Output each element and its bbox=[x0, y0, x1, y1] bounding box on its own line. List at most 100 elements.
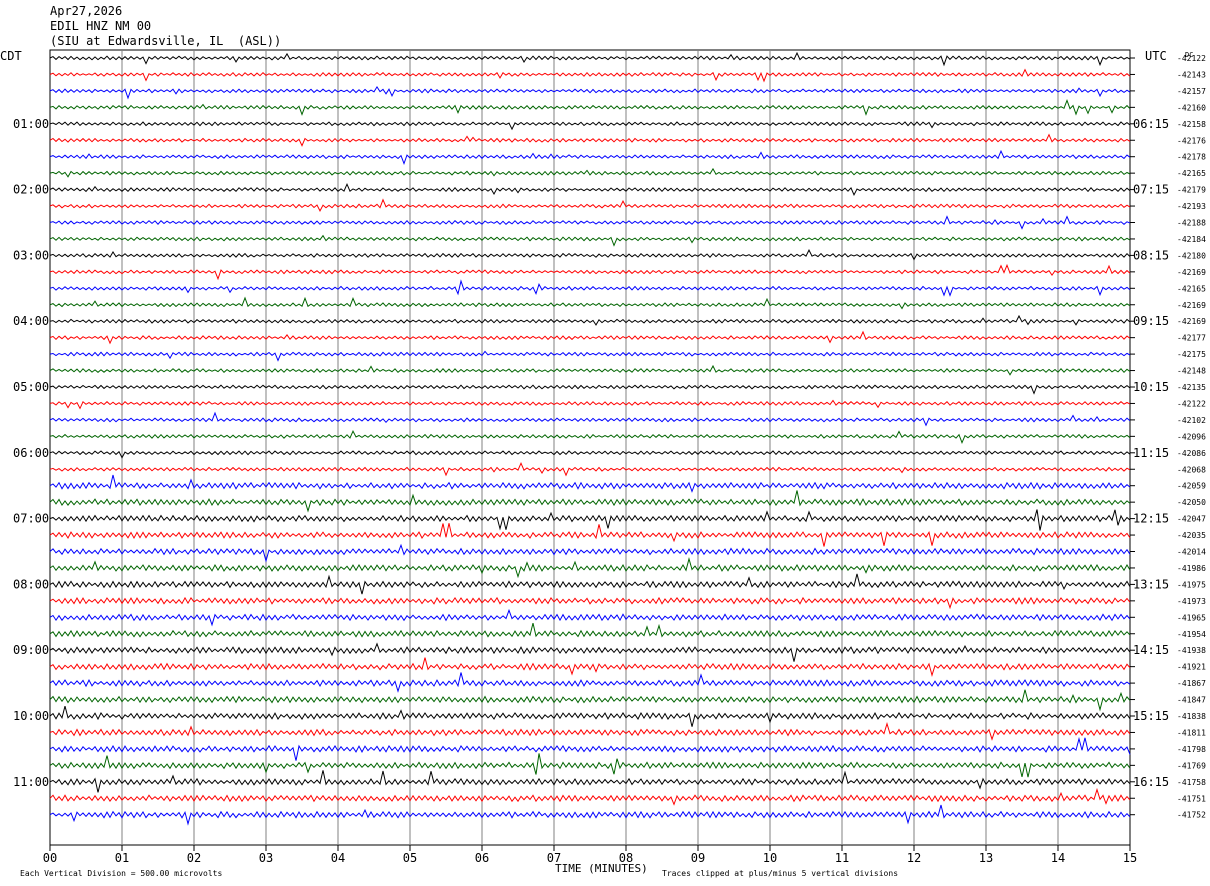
dc-offset-label: -41921 bbox=[1177, 663, 1206, 672]
dc-offset-label: -42193 bbox=[1177, 202, 1206, 211]
x-tick-label: 08 bbox=[619, 851, 633, 865]
trace-line bbox=[49, 314, 1131, 326]
dc-offset-label: -41954 bbox=[1177, 630, 1206, 639]
trace-line bbox=[49, 215, 1131, 230]
dc-offset-label: -42047 bbox=[1177, 515, 1206, 524]
dc-offset-label: -42169 bbox=[1177, 268, 1206, 277]
dc-offset-label: -42178 bbox=[1177, 153, 1206, 162]
cdt-hour-label: 08:00 bbox=[13, 577, 49, 591]
trace-line bbox=[49, 450, 1131, 459]
location-label: (SIU at Edwardsville, IL (ASL)) bbox=[50, 34, 282, 48]
trace-line bbox=[49, 384, 1131, 395]
dc-offset-label: -42176 bbox=[1177, 136, 1206, 145]
dc-offset-label: -42102 bbox=[1177, 416, 1206, 425]
dc-offset-label: -42160 bbox=[1177, 103, 1206, 112]
x-tick-label: 04 bbox=[331, 851, 345, 865]
cdt-hour-label: 06:00 bbox=[13, 446, 49, 460]
dc-offset-label: -41965 bbox=[1177, 613, 1206, 622]
dc-offset-label: -41986 bbox=[1177, 564, 1206, 573]
dc-offset-label: -41847 bbox=[1177, 696, 1206, 705]
x-tick-label: 07 bbox=[547, 851, 561, 865]
trace-line bbox=[49, 736, 1131, 761]
station-label: EDIL HNZ NM 00 bbox=[50, 19, 152, 33]
trace-line bbox=[49, 689, 1131, 712]
trace-line bbox=[49, 596, 1131, 610]
x-tick-label: 05 bbox=[403, 851, 417, 865]
dc-offset-label: -41975 bbox=[1177, 580, 1206, 589]
trace-line bbox=[49, 573, 1131, 595]
footer-scale-note: Each Vertical Division = 500.00 microvol… bbox=[20, 869, 222, 878]
x-tick-label: 10 bbox=[763, 851, 777, 865]
trace-line bbox=[49, 642, 1131, 662]
dc-offset-label: -41973 bbox=[1177, 597, 1206, 606]
x-tick-label: 00 bbox=[43, 851, 57, 865]
date-label: Apr27,2026 bbox=[50, 4, 123, 18]
utc-hour-label: 10:15 bbox=[1133, 380, 1169, 394]
plot-header: Apr27,2026 EDIL HNZ NM 00 (SIU at Edward… bbox=[50, 4, 281, 49]
plot-frame bbox=[49, 49, 1131, 846]
dc-offset-label: -42169 bbox=[1177, 317, 1206, 326]
trace-line bbox=[49, 364, 1131, 376]
dc-offset-label: -42086 bbox=[1177, 449, 1206, 458]
trace-line bbox=[49, 509, 1131, 531]
dc-offset-label: -42122 bbox=[1177, 399, 1206, 408]
dc-offset-label: -41769 bbox=[1177, 761, 1206, 770]
trace-line bbox=[49, 182, 1131, 196]
x-tick-label: 14 bbox=[1051, 851, 1065, 865]
dc-offset-label: -41867 bbox=[1177, 679, 1206, 688]
dc-offset-label: -42184 bbox=[1177, 235, 1206, 244]
trace-line bbox=[49, 411, 1131, 427]
utc-hour-label: 06:15 bbox=[1133, 117, 1169, 131]
trace-line bbox=[49, 198, 1131, 212]
x-tick-label: 02 bbox=[187, 851, 201, 865]
trace-line bbox=[49, 399, 1131, 410]
dc-offset-label: -41758 bbox=[1177, 778, 1206, 787]
x-tick-label: 12 bbox=[907, 851, 921, 865]
x-tick-label: 09 bbox=[691, 851, 705, 865]
dc-offset-label: -41811 bbox=[1177, 728, 1206, 737]
trace-line bbox=[49, 248, 1131, 261]
cdt-hour-label: 10:00 bbox=[13, 709, 49, 723]
utc-hour-label: 14:15 bbox=[1133, 643, 1169, 657]
dc-offset-label: -42188 bbox=[1177, 219, 1206, 228]
cdt-hour-label: 09:00 bbox=[13, 643, 49, 657]
dc-offset-label: -42148 bbox=[1177, 367, 1206, 376]
trace-line bbox=[49, 490, 1131, 513]
dc-offset-label: -42014 bbox=[1177, 548, 1206, 557]
trace-line bbox=[49, 622, 1131, 638]
trace-line bbox=[49, 770, 1131, 793]
trace-line bbox=[49, 721, 1131, 741]
x-axis-title: TIME (MINUTES) bbox=[555, 862, 648, 875]
dc-offset-label: -41838 bbox=[1177, 712, 1206, 721]
utc-hour-label: 11:15 bbox=[1133, 446, 1169, 460]
dc-offset-label: -42157 bbox=[1177, 87, 1206, 96]
dc-offset-label: -42158 bbox=[1177, 120, 1206, 129]
dc-offset-label: -41938 bbox=[1177, 646, 1206, 655]
trace-line bbox=[49, 474, 1131, 493]
x-tick-label: 13 bbox=[979, 851, 993, 865]
dc-offset-label: -42169 bbox=[1177, 301, 1206, 310]
trace-line bbox=[49, 543, 1131, 563]
cdt-hour-label: 03:00 bbox=[13, 248, 49, 262]
trace-line bbox=[49, 657, 1131, 678]
x-tick-label: 01 bbox=[115, 851, 129, 865]
utc-hour-label: 13:15 bbox=[1133, 577, 1169, 591]
utc-hour-label: 16:15 bbox=[1133, 775, 1169, 789]
trace-line bbox=[49, 350, 1131, 362]
dc-offset-label: -42059 bbox=[1177, 482, 1206, 491]
trace-line bbox=[49, 753, 1131, 778]
trace-line bbox=[49, 167, 1131, 178]
dc-offset-label: -42096 bbox=[1177, 432, 1206, 441]
trace-line bbox=[49, 296, 1131, 310]
trace-line bbox=[49, 430, 1131, 445]
trace-line bbox=[49, 787, 1131, 806]
cdt-hour-label: 11:00 bbox=[13, 775, 49, 789]
dc-offset-label: -42177 bbox=[1177, 334, 1206, 343]
dc-offset-label: -42122 bbox=[1177, 54, 1206, 63]
dc-offset-label: -42143 bbox=[1177, 70, 1206, 79]
dc-offset-label: -41752 bbox=[1177, 811, 1206, 820]
trace-line bbox=[49, 608, 1131, 627]
dc-offset-label: -41798 bbox=[1177, 745, 1206, 754]
trace-line bbox=[49, 557, 1131, 579]
